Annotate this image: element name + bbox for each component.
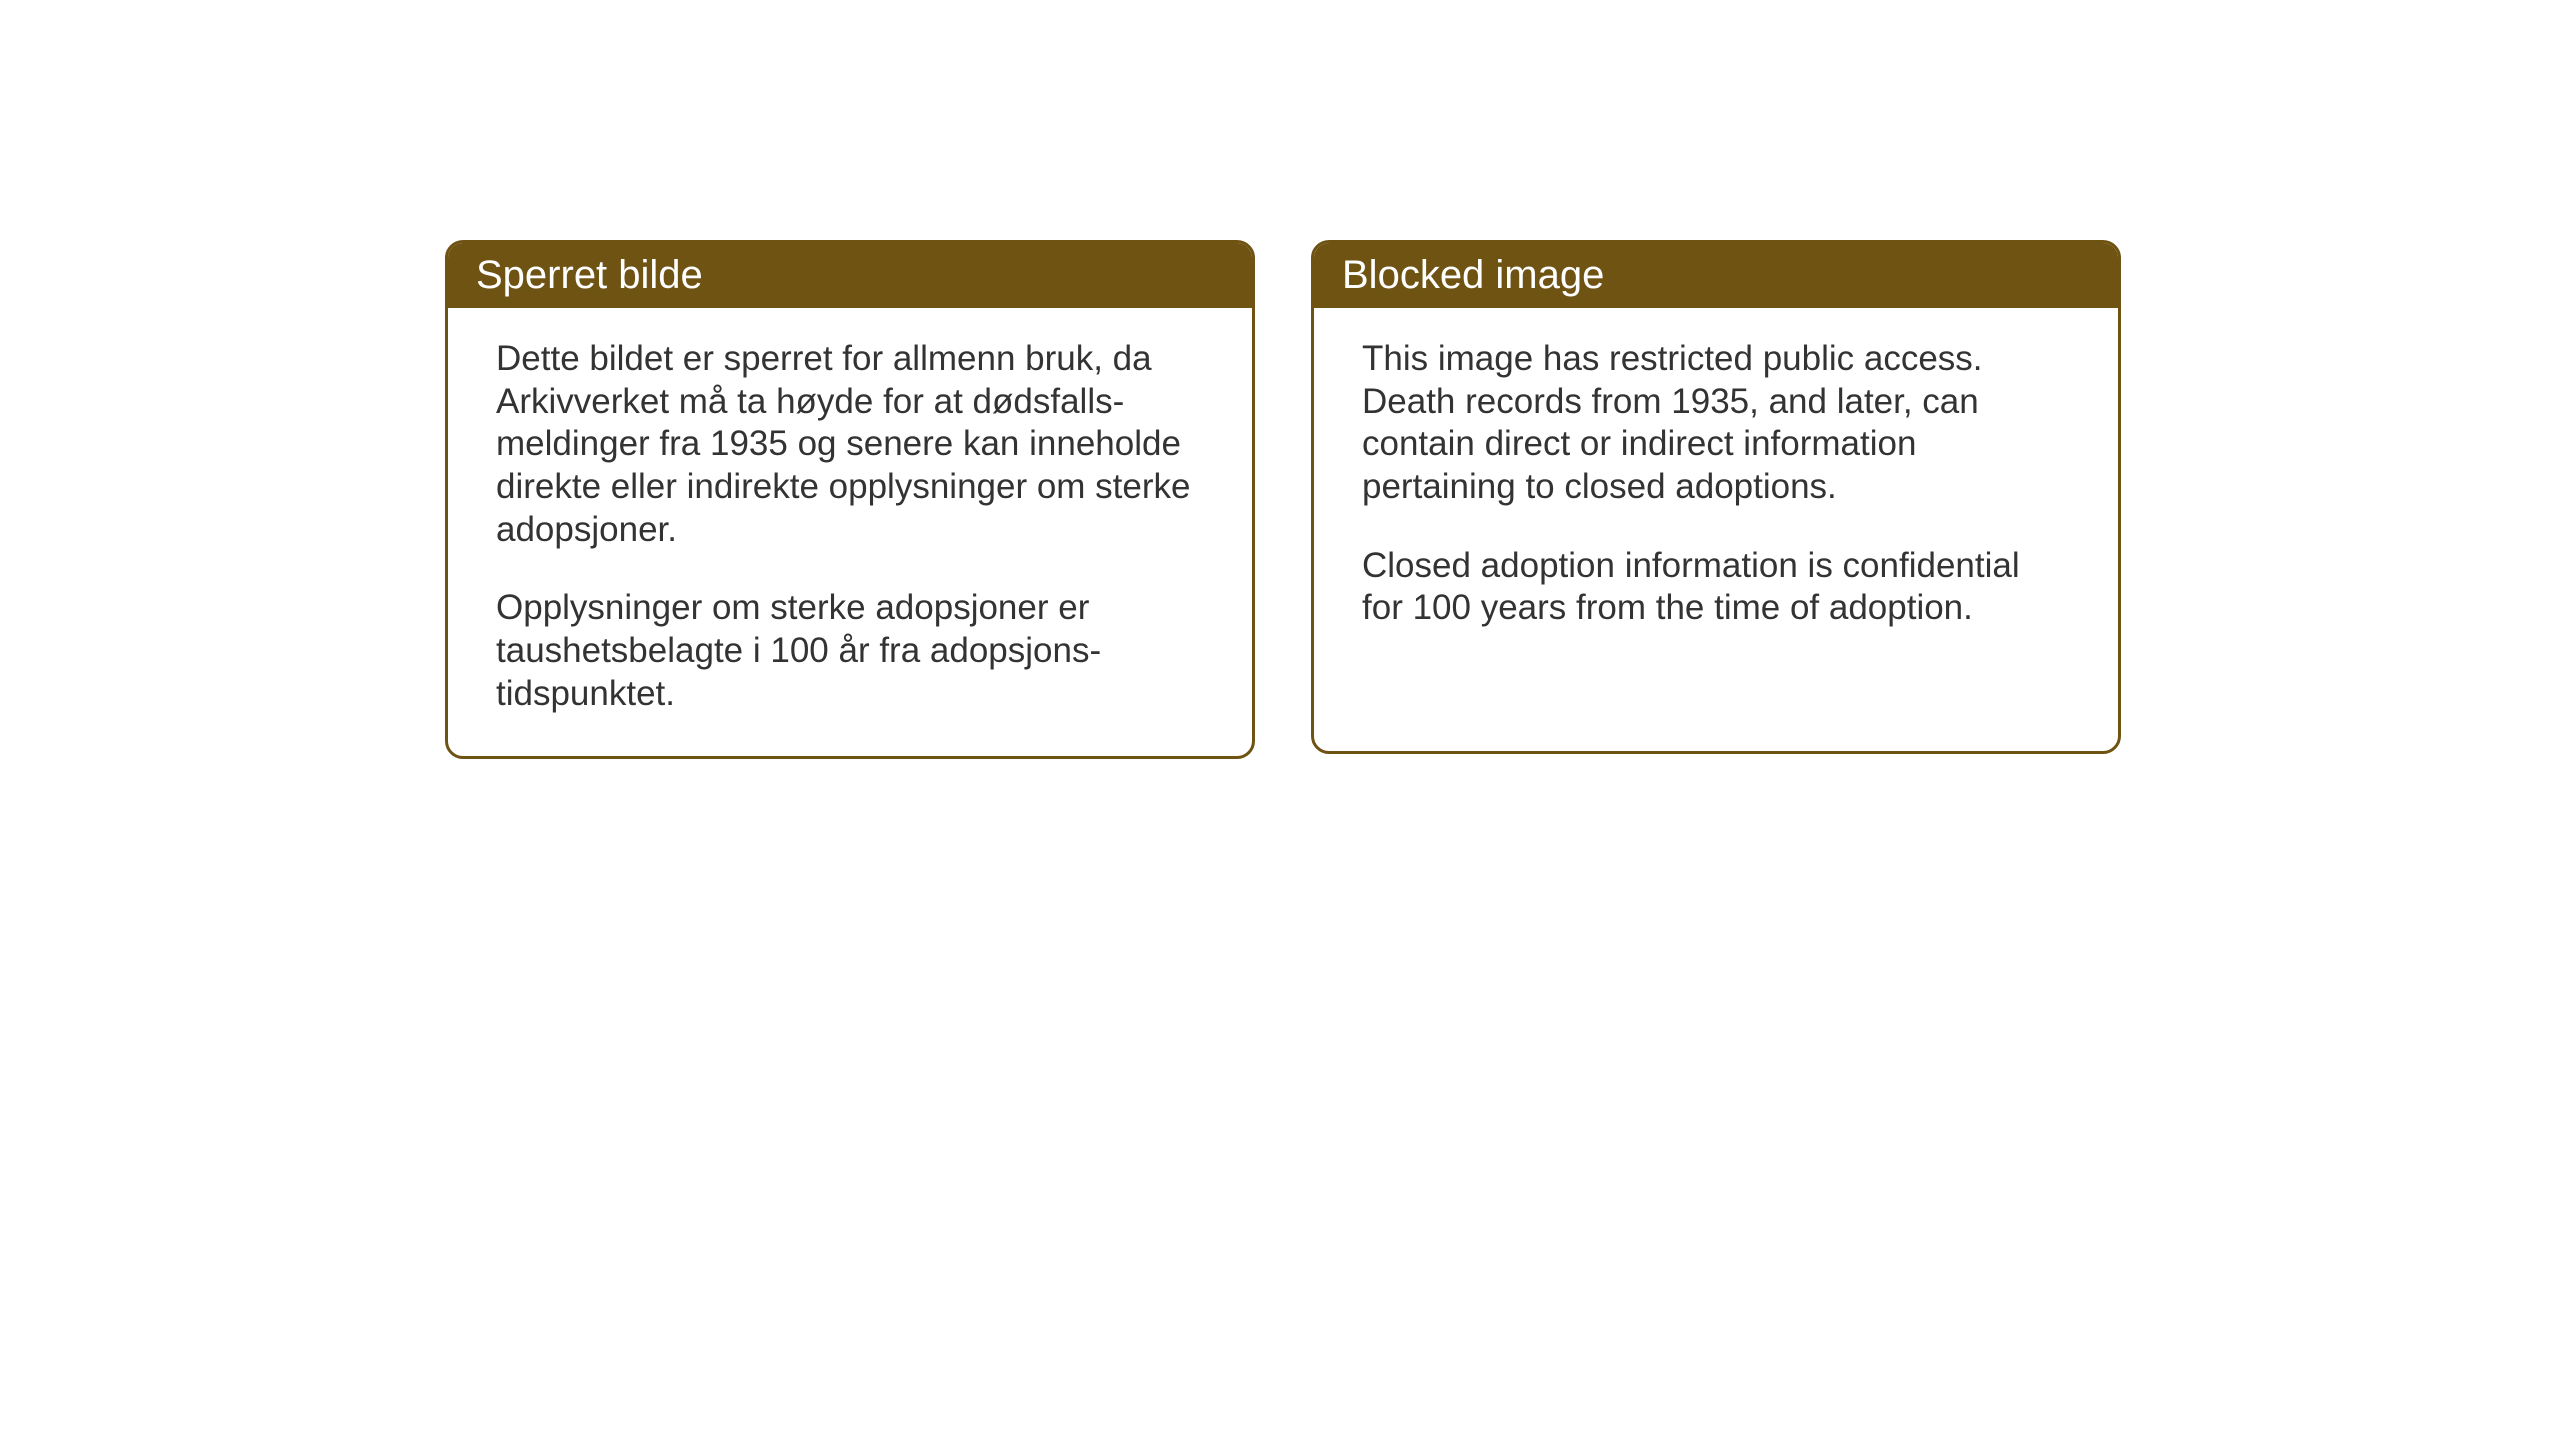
english-card-body: This image has restricted public access.…: [1314, 308, 2118, 670]
norwegian-notice-card: Sperret bilde Dette bildet er sperret fo…: [445, 240, 1255, 759]
norwegian-paragraph-2: Opplysninger om sterke adopsjoner er tau…: [496, 587, 1204, 715]
english-card-title: Blocked image: [1314, 243, 2118, 308]
norwegian-paragraph-1: Dette bildet er sperret for allmenn bruk…: [496, 338, 1204, 551]
norwegian-card-title: Sperret bilde: [448, 243, 1252, 308]
english-paragraph-1: This image has restricted public access.…: [1362, 338, 2070, 509]
english-notice-card: Blocked image This image has restricted …: [1311, 240, 2121, 754]
norwegian-card-body: Dette bildet er sperret for allmenn bruk…: [448, 308, 1252, 756]
notice-container: Sperret bilde Dette bildet er sperret fo…: [445, 240, 2121, 759]
english-paragraph-2: Closed adoption information is confident…: [1362, 545, 2070, 630]
